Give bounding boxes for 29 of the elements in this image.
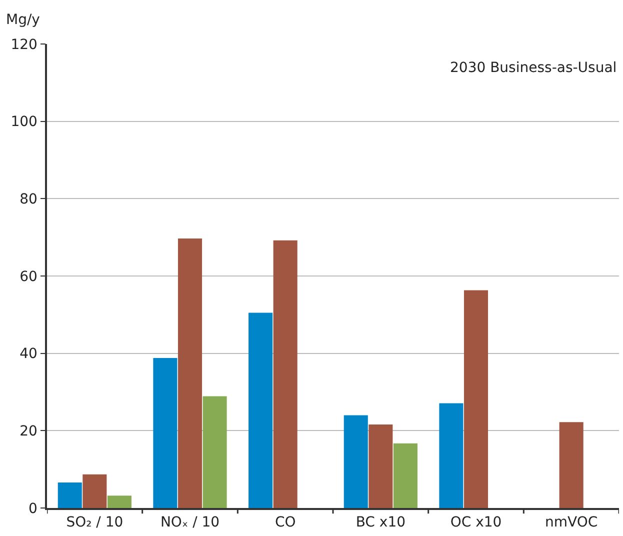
bar	[393, 443, 418, 508]
bar	[202, 396, 227, 508]
y-tick-label: 40	[20, 346, 38, 362]
bar	[439, 403, 464, 508]
bar	[273, 240, 298, 508]
x-tick-label: BC x10	[356, 514, 406, 531]
bar	[559, 422, 584, 508]
x-tick-label: OC x10	[450, 514, 502, 531]
x-tick-label: nmVOC	[545, 514, 598, 531]
bar	[178, 238, 202, 508]
x-tick-label: CO	[274, 514, 296, 531]
bar	[464, 290, 488, 508]
bar	[153, 358, 178, 508]
bar	[107, 496, 132, 508]
bar	[58, 482, 82, 508]
bar	[82, 474, 107, 508]
x-tick-label: NOₓ / 10	[160, 514, 220, 531]
y-tick-label: 120	[10, 36, 38, 53]
annotation: 2030 Business-as-Usual	[450, 60, 617, 76]
y-tick-label: 0	[28, 500, 38, 517]
y-axis-title: Mg/y	[6, 12, 40, 28]
y-tick-label: 100	[10, 114, 38, 130]
y-tick-label: 20	[20, 424, 38, 440]
y-tick-label: 80	[20, 192, 38, 208]
bar	[248, 312, 273, 508]
x-tick-label: SO₂ / 10	[66, 514, 124, 531]
y-tick-label: 60	[20, 268, 38, 285]
bar	[368, 424, 393, 508]
bar	[344, 415, 368, 508]
